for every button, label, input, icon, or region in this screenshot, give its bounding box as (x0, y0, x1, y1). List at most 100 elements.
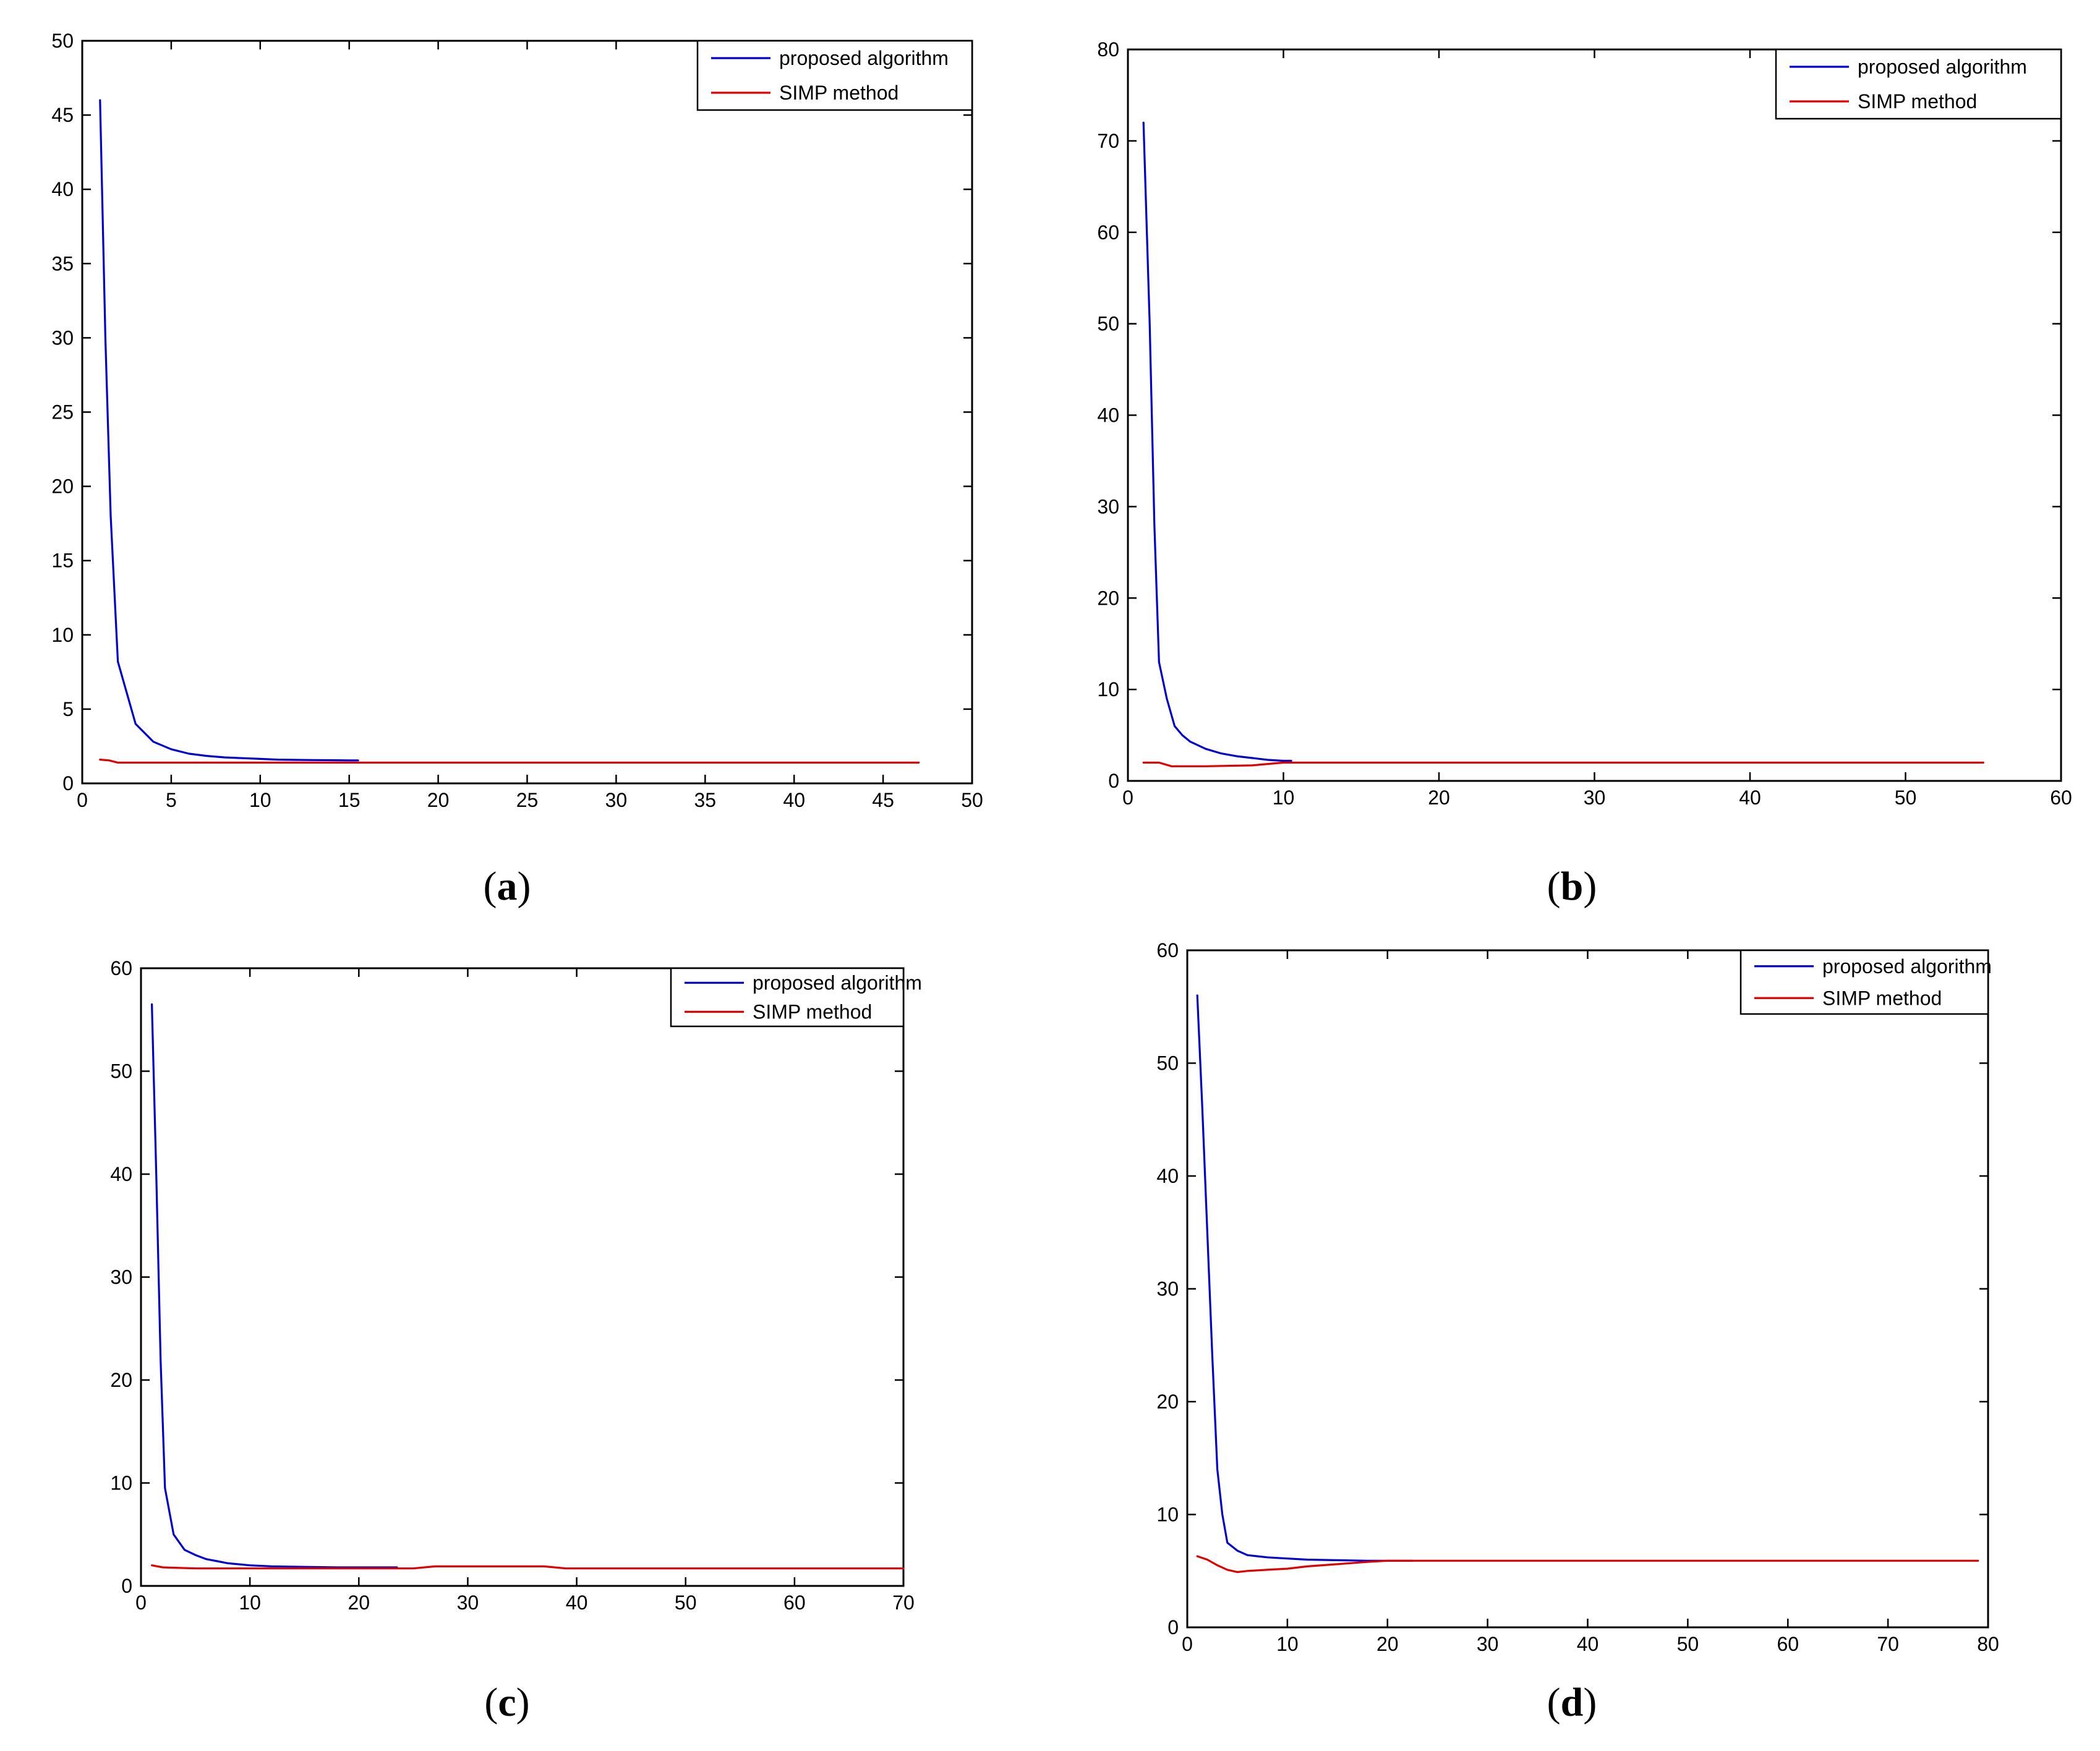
y-tick-label: 25 (51, 401, 74, 424)
x-tick-label: 50 (961, 789, 983, 811)
y-tick-label: 10 (110, 1472, 132, 1494)
chart-panel-c: 0 10 20 30 40 50 60 70 0 10 20 30 40 50 60 proposed alg… (110, 957, 922, 1725)
y-tick-label: 5 (62, 698, 74, 720)
x-tick-label: 30 (1584, 786, 1606, 809)
legend-label: proposed algorithm (1822, 955, 1992, 978)
x-tick-label: 20 (1377, 1633, 1399, 1655)
plot-area-frame (1127, 48, 2062, 782)
series-line-proposed-algorithm (1142, 121, 1292, 762)
x-tick-label: 20 (427, 789, 450, 811)
panel-caption-letter: b (1561, 864, 1584, 909)
y-tick-label: 60 (1097, 221, 1119, 244)
y-tick-label: 30 (110, 1266, 132, 1289)
x-tick-label: 0 (135, 1591, 147, 1614)
y-tick-label: 0 (1167, 1616, 1179, 1638)
panel-caption: (d) (1547, 1680, 1597, 1725)
legend (1775, 48, 2062, 120)
legend-label: SIMP method (1858, 90, 1977, 113)
legend-label: SIMP method (1822, 987, 1942, 1009)
y-tick-label: 10 (1156, 1504, 1179, 1526)
x-tick-label: 0 (1122, 786, 1133, 809)
panel-caption-letter: c (498, 1680, 516, 1725)
y-tick-label: 50 (51, 30, 74, 52)
x-tick-label: 80 (1977, 1633, 1999, 1655)
x-tick-label: 60 (2050, 786, 2072, 809)
y-tick-label: 50 (1097, 313, 1119, 335)
y-tick-label: 40 (110, 1163, 132, 1185)
x-tick-label: 50 (675, 1591, 697, 1614)
x-tick-label: 30 (1477, 1633, 1499, 1655)
x-tick-label: 15 (338, 789, 361, 811)
legend-label: proposed algorithm (779, 47, 949, 69)
x-tick-label: 60 (783, 1591, 806, 1614)
y-tick-label: 60 (1156, 939, 1179, 961)
legend (696, 40, 973, 111)
x-tick-label: 0 (77, 789, 88, 811)
y-tick-label: 35 (51, 252, 74, 275)
x-tick-label: 10 (1276, 1633, 1299, 1655)
panel-caption-letter: a (497, 864, 518, 909)
plot-area-frame (140, 967, 905, 1587)
series-line-simp-method (151, 1564, 905, 1570)
x-tick-label: 40 (1577, 1633, 1599, 1655)
y-tick-label: 40 (51, 178, 74, 200)
x-tick-label: 0 (1182, 1633, 1193, 1655)
y-tick-label: 60 (110, 957, 132, 979)
x-tick-label: 25 (516, 789, 539, 811)
y-tick-label: 45 (51, 104, 74, 126)
legend-label: proposed algorithm (753, 972, 922, 994)
y-tick-label: 15 (51, 550, 74, 572)
y-tick-label: 50 (110, 1060, 132, 1083)
chart-panel-d: 0 10 20 30 40 50 60 70 80 0 10 20 30 40 50 60 proposed a… (1156, 939, 1999, 1725)
x-tick-label: 10 (1273, 786, 1295, 809)
y-tick-label: 70 (1097, 130, 1119, 152)
y-tick-label: 80 (1097, 38, 1119, 61)
x-tick-label: 70 (892, 1591, 915, 1614)
panel-caption: (b) (1547, 864, 1597, 909)
y-tick-label: 20 (1097, 587, 1119, 609)
x-tick-label: 40 (566, 1591, 588, 1614)
x-tick-label: 60 (1777, 1633, 1799, 1655)
plot-area-frame (81, 40, 973, 785)
x-tick-label: 70 (1877, 1633, 1899, 1655)
series-line-simp-method (1196, 1555, 1979, 1574)
y-tick-label: 40 (1097, 404, 1119, 427)
y-tick-label: 0 (62, 772, 74, 795)
y-tick-label: 20 (51, 475, 74, 498)
x-tick-label: 10 (249, 789, 271, 811)
y-tick-label: 10 (1097, 678, 1119, 701)
y-tick-label: 0 (1108, 770, 1119, 792)
x-tick-label: 10 (239, 1591, 261, 1614)
x-tick-label: 20 (1428, 786, 1450, 809)
y-tick-label: 20 (1156, 1391, 1179, 1413)
panel-caption: (a) (484, 864, 531, 909)
x-tick-label: 40 (783, 789, 805, 811)
y-tick-label: 40 (1156, 1165, 1179, 1187)
series-line-simp-method (1142, 761, 1984, 767)
y-tick-label: 30 (1156, 1278, 1179, 1300)
y-tick-label: 20 (110, 1369, 132, 1391)
panel-caption: (c) (484, 1680, 529, 1725)
y-tick-label: 30 (1097, 495, 1119, 518)
legend-label: SIMP method (753, 1001, 872, 1023)
series-line-proposed-algorithm (1196, 994, 1414, 1562)
legend-label: proposed algorithm (1858, 56, 2027, 78)
legend-label: SIMP method (779, 82, 898, 104)
series-line-simp-method (99, 758, 920, 764)
plot-area-frame (1186, 949, 1989, 1629)
x-tick-label: 50 (1677, 1633, 1699, 1655)
legend (1739, 949, 1989, 1015)
y-tick-label: 10 (51, 624, 74, 646)
x-tick-label: 35 (694, 789, 717, 811)
x-tick-label: 45 (872, 789, 894, 811)
x-tick-label: 40 (1739, 786, 1761, 809)
y-tick-label: 30 (51, 326, 74, 349)
x-tick-label: 30 (605, 789, 628, 811)
panel-caption-letter: d (1561, 1680, 1584, 1725)
chart-panel-b: 0 10 20 30 40 50 60 0 10 20 30 40 50 60 70 80 proposed a… (1097, 38, 2072, 909)
series-line-proposed-algorithm (99, 99, 359, 762)
legend (670, 967, 905, 1028)
chart-panel-a: 0 5 10 15 20 25 30 35 40 45 50 0 5 10 15 20 25 30 35 40 45 50… (51, 30, 983, 909)
series-line-proposed-algorithm (151, 1003, 398, 1569)
